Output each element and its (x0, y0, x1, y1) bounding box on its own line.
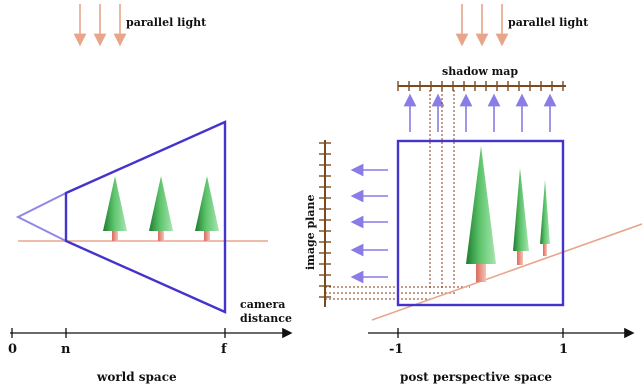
view-cone-light (15, 192, 67, 242)
shadow-map-label: shadow map (442, 65, 518, 78)
tick-label-one: 1 (559, 342, 568, 357)
tick-label-minus-one: -1 (389, 342, 403, 357)
tick-label-f: f (221, 342, 228, 357)
image-projection-arrows (350, 163, 388, 284)
unit-cube (396, 139, 565, 307)
right-light-arrows (455, 4, 509, 47)
right-axis-label: post perspective space (400, 370, 552, 384)
view-frustum (64, 120, 227, 314)
left-panel: parallel light camera distance 0 n f w (8, 4, 293, 384)
image-plane-label: image plane (304, 195, 317, 270)
tree (149, 176, 173, 241)
camera-label-line2: distance (240, 312, 292, 325)
left-light-label: parallel light (126, 16, 207, 29)
shadow-projection-arrows (403, 93, 557, 132)
image-plane-bar (319, 140, 331, 307)
left-light-arrows (73, 4, 127, 47)
camera-label-line1: camera (240, 298, 285, 311)
left-axis-label: world space (96, 370, 177, 384)
tree (466, 146, 496, 282)
tick-label-zero: 0 (8, 342, 17, 357)
right-light-label: parallel light (508, 16, 589, 29)
right-panel: parallel light shadow map (304, 4, 642, 384)
tree (195, 176, 219, 241)
tree (540, 180, 550, 256)
dotted-guides (325, 90, 470, 300)
tree (103, 176, 127, 241)
tick-label-n: n (61, 342, 71, 357)
tree (513, 168, 529, 265)
shadow-map-bar (397, 81, 566, 91)
